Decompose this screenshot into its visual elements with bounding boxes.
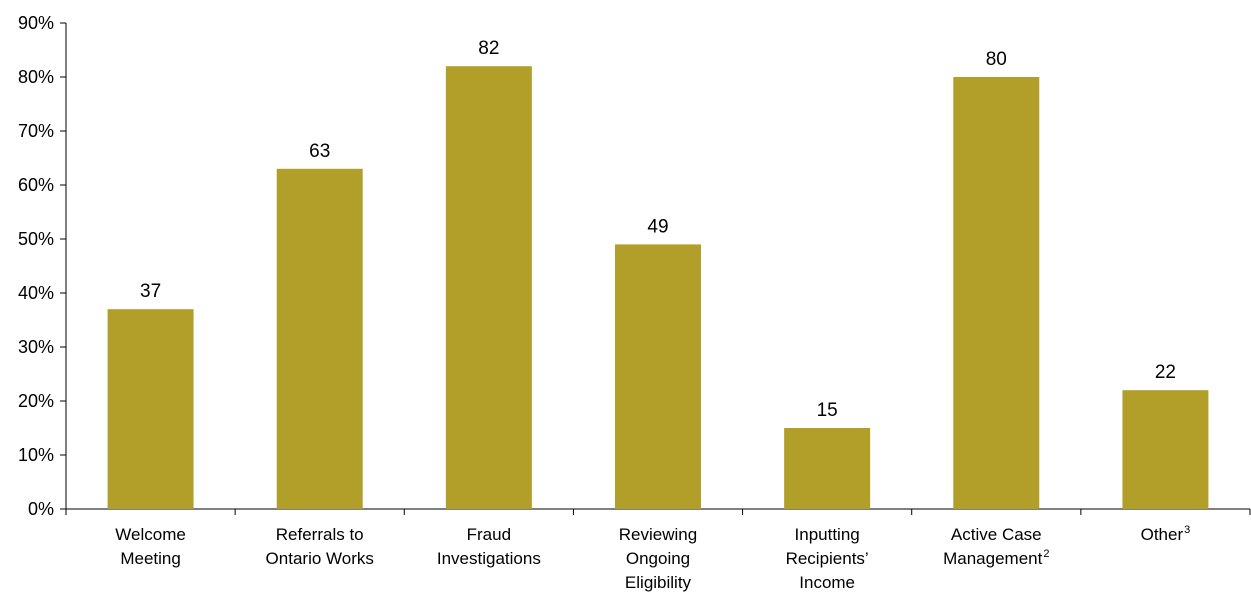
y-tick-label: 20% — [18, 391, 54, 411]
category-label: Ontario Works — [266, 549, 374, 568]
bar — [784, 428, 871, 509]
y-tick-label: 50% — [18, 229, 54, 249]
category-label: Ongoing — [626, 549, 690, 568]
category-label-line: Other — [1141, 525, 1184, 544]
category-label: Recipients’ — [786, 549, 869, 568]
y-tick-label: 90% — [18, 13, 54, 33]
category-label: Active Case — [951, 525, 1042, 544]
category-label: Management2 — [943, 548, 1049, 568]
category-label-line: Fraud — [467, 525, 511, 544]
data-label: 37 — [140, 281, 161, 302]
y-tick-label: 70% — [18, 121, 54, 141]
category-label-line: Reviewing — [619, 525, 697, 544]
bar — [107, 309, 194, 509]
category-label-line: Meeting — [120, 549, 180, 568]
y-tick-label: 80% — [18, 67, 54, 87]
category-label: Reviewing — [619, 525, 697, 544]
data-label: 22 — [1155, 362, 1176, 383]
category-label: Meeting — [120, 549, 180, 568]
bars — [107, 66, 1209, 510]
category-label: Income — [799, 573, 855, 592]
category-label: Referrals to — [276, 525, 364, 544]
category-labels: Welcome Meeting Referrals to Ontario Works F… — [115, 524, 1190, 592]
category-label: Eligibility — [625, 573, 692, 592]
bar — [445, 66, 532, 509]
category-label: Inputting — [795, 525, 860, 544]
category-label: Investigations — [437, 549, 541, 568]
y-tick-label: 40% — [18, 283, 54, 303]
data-label: 82 — [478, 38, 499, 59]
bar — [1122, 390, 1209, 509]
category-label-line: Investigations — [437, 549, 541, 568]
category-label-line: Recipients’ — [786, 549, 869, 568]
footnote-marker: 3 — [1184, 524, 1190, 536]
category-label-line: Inputting — [795, 525, 860, 544]
data-label: 15 — [817, 400, 838, 421]
bar — [953, 77, 1040, 509]
y-tick-label: 30% — [18, 337, 54, 357]
category-label-line: Active Case — [951, 525, 1042, 544]
data-labels: 37 63 82 49 15 80 22 — [140, 38, 1176, 421]
y-tick-label: 10% — [18, 445, 54, 465]
x-axis-ticks — [65, 509, 1251, 515]
bar — [276, 168, 363, 510]
footnote-marker: 2 — [1043, 548, 1049, 560]
y-tick-label: 60% — [18, 175, 54, 195]
data-label: 49 — [647, 216, 668, 237]
y-tick-label: 0% — [28, 499, 54, 519]
category-label: Other3 — [1141, 524, 1191, 544]
category-label-line: Management — [943, 549, 1043, 568]
category-label-line: Eligibility — [625, 573, 692, 592]
category-label-line: Ontario Works — [266, 549, 374, 568]
y-axis-ticks: 0% 10% 20% 30% 40% 50% 60% 70% 80% 90% — [18, 13, 66, 519]
bar — [615, 244, 701, 509]
category-label-line: Ongoing — [626, 549, 690, 568]
category-label-line: Income — [799, 573, 855, 592]
category-label: Fraud — [467, 525, 511, 544]
data-label: 63 — [309, 141, 330, 162]
data-label: 80 — [986, 49, 1007, 70]
category-label: Welcome — [115, 525, 186, 544]
category-label-line: Welcome — [115, 525, 186, 544]
category-label-line: Referrals to — [276, 525, 364, 544]
